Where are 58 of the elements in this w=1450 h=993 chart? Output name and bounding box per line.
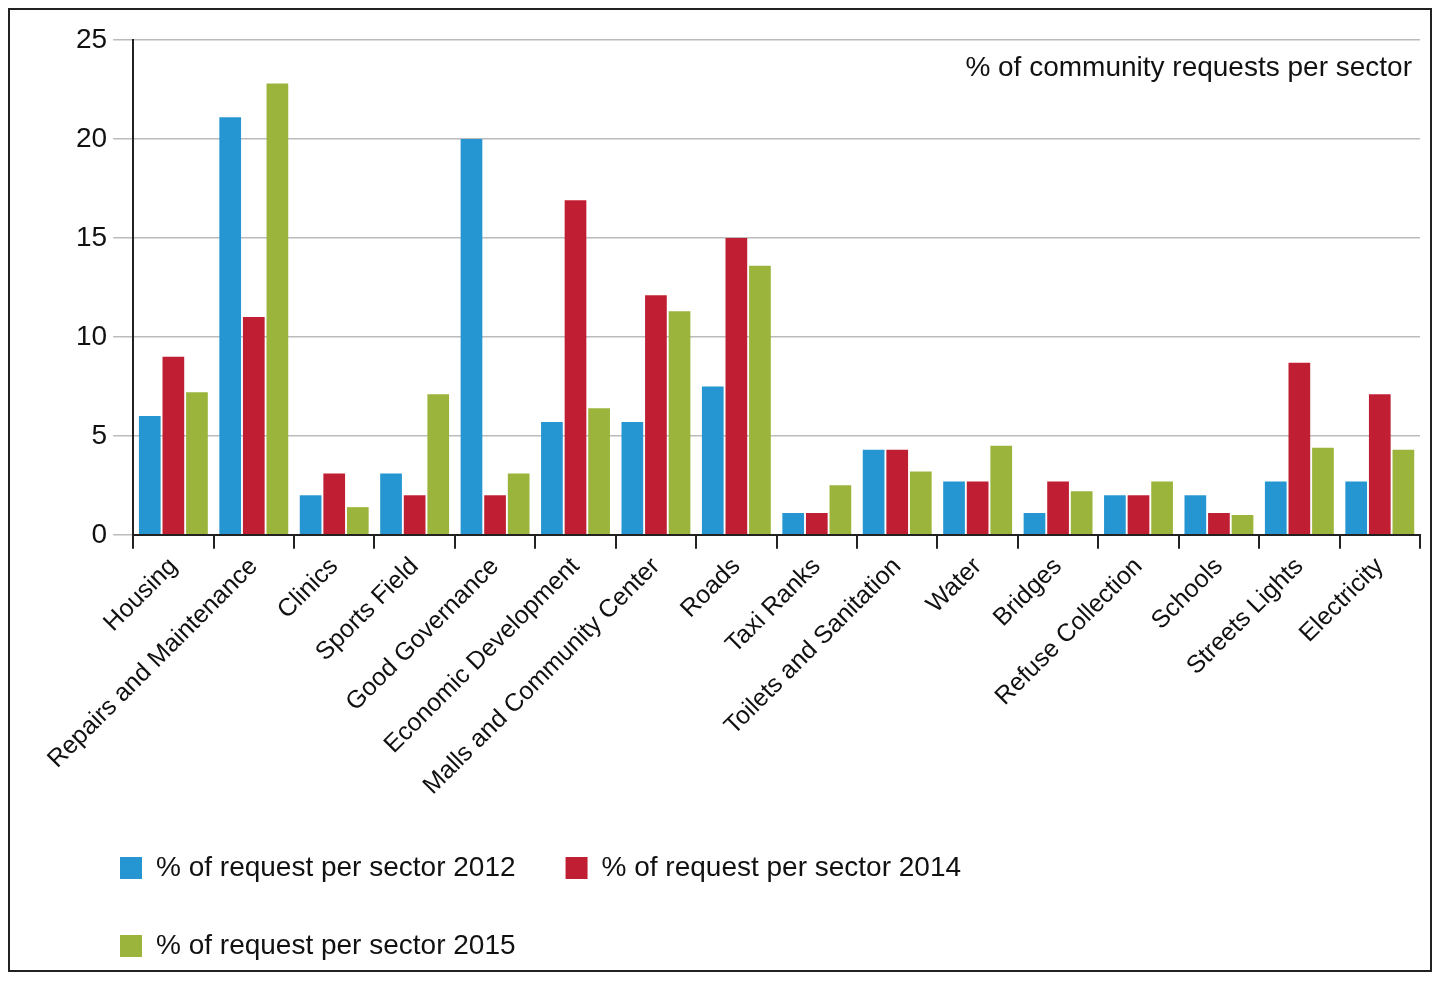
bar [541,422,563,535]
y-tick-label: 0 [91,517,108,549]
bar [1231,515,1254,535]
y-tick-label: 25 [75,22,108,54]
bar [749,265,771,535]
bar [701,386,724,535]
bar [1151,481,1173,535]
bar [1127,495,1150,535]
bar [1184,495,1207,535]
bar [1345,481,1368,535]
bar [564,200,587,535]
bar [1104,495,1126,535]
bar [1047,481,1069,535]
legend-label: % of request per sector 2012 [156,850,516,882]
bar [1208,513,1230,535]
bar [323,473,346,535]
bar [1070,491,1093,535]
chart-title: % of community requests per sector [965,50,1412,82]
bar [725,237,748,535]
bar [162,356,185,535]
bar [219,117,242,535]
bar [862,449,885,535]
bar [507,473,530,535]
bar [990,445,1013,535]
bar [1288,362,1311,535]
bar [886,449,909,535]
bar [1312,447,1334,535]
bar [242,317,265,535]
bar [588,408,610,535]
bar [805,513,828,535]
bar [403,495,426,535]
bar [346,507,369,535]
bar [460,138,483,535]
y-tick-label: 5 [91,418,108,450]
bar [645,295,667,535]
bar [266,83,289,535]
bar [1392,449,1415,535]
bar [782,513,805,535]
y-tick-label: 20 [75,121,108,153]
bar [668,311,691,535]
legend-label: % of request per sector 2015 [156,928,516,960]
bar [186,392,208,535]
bar [621,422,644,535]
y-tick-label: 15 [75,220,108,252]
bar [299,495,322,535]
bar [138,416,161,535]
bar [943,481,965,535]
legend-label: % of request per sector 2014 [601,850,962,882]
bar [909,471,932,535]
bar [966,481,989,535]
y-tick-label: 10 [75,319,108,351]
bar [1023,513,1046,535]
bar [1264,481,1287,535]
bar [427,394,450,535]
bar [380,473,402,535]
bar [829,485,852,535]
bar [484,495,506,535]
bar [1368,394,1391,535]
